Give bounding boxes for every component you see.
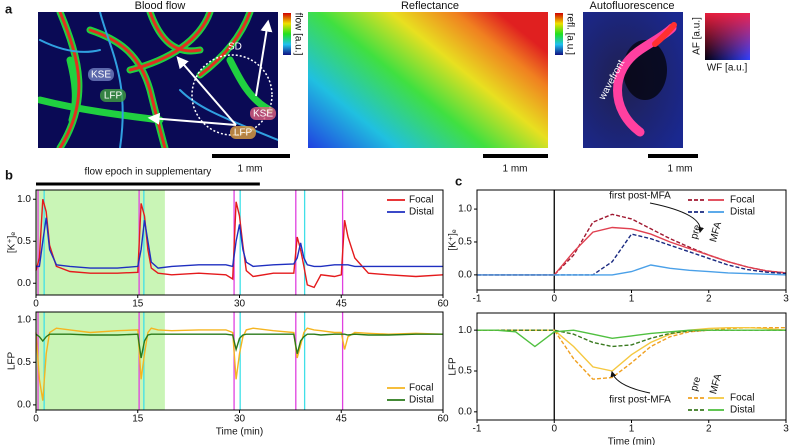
y-tick-label: 0.0 [458,270,472,281]
legend-column-header: MFA [708,372,724,395]
y-axis-label: [K⁺]ₑ [448,229,459,251]
x-tick-label: 30 [234,299,246,310]
x-tick-label: 0 [33,299,39,310]
legend-column-header: pre [689,375,703,392]
image-title: Blood flow [135,0,186,12]
y-tick-label: 1.0 [458,325,472,336]
image-label: LFP [104,91,123,102]
image-title: Reflectance [401,0,459,12]
x-tick-label: 45 [336,414,348,425]
colorbar [283,13,291,55]
scale-bar [212,154,290,158]
data-line [35,327,444,401]
legend-label: Focal [409,383,433,394]
legend-label: Focal [730,195,754,206]
x-tick-label: 60 [437,414,449,425]
y-tick-label: 0.5 [17,357,31,368]
y-axis-label: LFP [7,352,18,371]
scale-bar [483,154,548,158]
image-label: KSE [91,70,111,81]
x-tick-label: 30 [234,414,246,425]
scale-bar-label: 1 mm [238,164,263,175]
y-tick-label: 0.5 [17,236,31,247]
colorbar-label: AF [a.u.] [692,17,703,55]
data-line [477,264,787,276]
x-tick-label: 0 [33,414,39,425]
x-tick-label: -1 [473,294,482,305]
scale-bar-label: 1 mm [668,164,693,175]
x-tick-label: 2 [706,294,712,305]
y-tick-label: 0.0 [458,406,472,417]
data-line [477,327,787,372]
reflectance-image [308,12,548,148]
legend-label: Focal [730,393,754,404]
x-tick-label: 60 [437,299,449,310]
x-tick-label: 0 [551,294,557,305]
data-line [477,233,787,276]
image-label: SD [228,42,242,53]
image-label: LFP [234,128,253,139]
colorbar [555,13,563,55]
legend-label: Distal [730,207,755,218]
y-tick-label: 0.0 [17,278,31,289]
x-axis-label: Time (min) [216,427,263,438]
scale-bar-label: 1 mm [503,164,528,175]
blood-flow-image [38,12,278,148]
y-tick-label: 0.0 [17,400,31,411]
colorbar-label: WF [a.u.] [707,63,748,74]
legend-column-header: MFA [708,220,724,243]
x-tick-label: 15 [132,299,144,310]
y-axis-label: LFP [448,357,459,376]
y-tick-label: 0.5 [458,237,472,248]
x-tick-label: 0 [551,424,557,435]
epoch-label: flow epoch in supplementary [85,167,212,178]
legend-label: Focal [409,195,433,206]
data-line [477,213,787,276]
panel-label: b [5,167,13,182]
scale-bar [648,154,698,158]
legend-column-header: pre [689,223,703,240]
x-tick-label: -1 [473,424,482,435]
x-tick-label: 3 [783,294,789,305]
x-tick-label: 3 [783,424,789,435]
image-label: KSE [253,109,273,120]
annotation: first post-MFA [609,395,671,406]
y-tick-label: 1.0 [17,314,31,325]
x-tick-label: 1 [629,424,635,435]
wavefront-tip [652,22,677,47]
data-line [35,333,443,359]
image-title: Autofluorescence [590,0,675,12]
y-tick-label: 1.0 [17,194,31,205]
x-tick-label: 1 [629,294,635,305]
legend-label: Distal [409,207,434,218]
legend-label: Distal [409,395,434,406]
annotation: first post-MFA [609,191,671,202]
x-axis-label: Time (min) [608,437,655,445]
annotation-arrow [610,370,651,394]
y-tick-label: 1.0 [458,204,472,215]
colorbar-label: refl. [a.u.] [564,13,575,55]
colorbar-2d-overlay [705,13,750,60]
x-tick-label: 15 [132,414,144,425]
panel-label: a [5,1,13,16]
x-tick-label: 2 [706,424,712,435]
x-tick-label: 45 [336,299,348,310]
data-line [35,199,444,289]
data-line [477,329,786,348]
legend-label: Distal [730,405,755,416]
data-line [477,226,787,276]
data-line [36,217,443,269]
panel-label: c [455,173,462,188]
y-tick-label: 0.5 [458,366,472,377]
annotation-arrow [649,202,704,234]
y-axis-label: [K⁺]ₑ [7,232,18,254]
shaded-region [36,312,165,410]
colorbar-label: flow [a.u.] [292,13,303,56]
shaded-region [36,190,165,295]
